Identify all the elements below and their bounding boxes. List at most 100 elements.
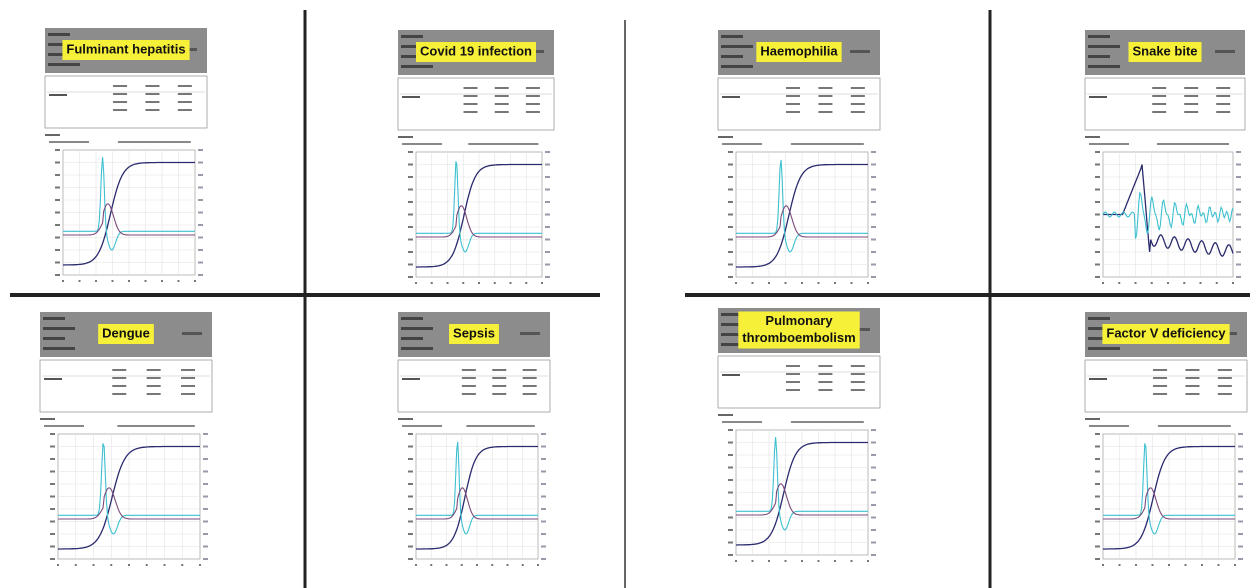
table-text bbox=[112, 385, 127, 387]
table-text bbox=[402, 378, 420, 380]
axis-tick-text bbox=[1095, 433, 1100, 435]
table-text bbox=[1216, 103, 1231, 105]
table-text bbox=[850, 365, 865, 367]
table-text bbox=[850, 87, 865, 89]
chart-caption bbox=[466, 425, 535, 427]
axis-tick-text bbox=[871, 479, 876, 481]
axis-tick-text bbox=[850, 282, 853, 284]
header-text bbox=[48, 63, 80, 66]
axis-tick-text bbox=[50, 545, 55, 548]
axis-tick-text bbox=[1095, 213, 1100, 216]
header-text bbox=[401, 35, 423, 38]
axis-tick-text bbox=[55, 249, 60, 251]
axis-tick-text bbox=[408, 508, 413, 510]
report-panel: Factor V deficiency bbox=[1084, 312, 1248, 566]
panel-label: thromboembolism bbox=[742, 330, 855, 345]
axis-tick-text bbox=[541, 558, 546, 560]
axis-tick-text bbox=[181, 564, 184, 566]
table-text bbox=[113, 101, 128, 103]
panel-label: Factor V deficiency bbox=[1106, 325, 1226, 340]
axis-tick-text bbox=[871, 176, 876, 178]
chart-caption bbox=[468, 143, 539, 145]
table-text bbox=[112, 393, 127, 395]
axis-tick-text bbox=[728, 479, 733, 481]
derivative bbox=[736, 159, 868, 253]
table-text bbox=[1217, 377, 1232, 379]
chart-caption bbox=[117, 141, 191, 143]
panel-label: Sepsis bbox=[453, 325, 495, 340]
table-text bbox=[494, 103, 509, 105]
table-text bbox=[463, 95, 478, 97]
panel-label: Pulmonary bbox=[765, 313, 833, 328]
table-text bbox=[786, 95, 801, 97]
derivative bbox=[416, 441, 538, 535]
waveform bbox=[58, 445, 200, 550]
table-text bbox=[181, 385, 196, 387]
axis-tick-text bbox=[1236, 151, 1241, 153]
table-text bbox=[461, 385, 476, 387]
axis-tick-text bbox=[128, 280, 130, 282]
table-text bbox=[818, 389, 833, 391]
table-text bbox=[786, 373, 801, 375]
axis-tick-text bbox=[198, 274, 203, 276]
table-text bbox=[525, 87, 540, 89]
table-text bbox=[1217, 385, 1232, 387]
axis-tick-text bbox=[1234, 564, 1236, 566]
axis-tick-text bbox=[1095, 176, 1100, 178]
derivative bbox=[58, 443, 200, 535]
axis-tick-text bbox=[817, 282, 820, 284]
axis-tick-text bbox=[735, 560, 737, 562]
axis-tick-text bbox=[460, 564, 463, 566]
header-text bbox=[43, 327, 75, 330]
axis-tick-text bbox=[408, 458, 413, 460]
axis-tick-text bbox=[728, 491, 733, 494]
waveform bbox=[416, 445, 538, 550]
axis-tick-text bbox=[462, 282, 465, 284]
header-text bbox=[182, 332, 202, 335]
table-text bbox=[492, 377, 507, 379]
axis-tick-text bbox=[1184, 564, 1187, 566]
table-text bbox=[1153, 369, 1168, 371]
axis-tick-text bbox=[541, 520, 546, 523]
table-text bbox=[177, 85, 192, 87]
table-text bbox=[177, 101, 192, 103]
header-text bbox=[721, 313, 743, 316]
header-text bbox=[721, 343, 753, 346]
axis-tick-text bbox=[161, 280, 163, 282]
table-text bbox=[492, 385, 507, 387]
axis-tick-text bbox=[1095, 508, 1100, 510]
axis-tick-text bbox=[50, 445, 55, 448]
panel-label: Snake bite bbox=[1132, 43, 1197, 58]
header-text bbox=[401, 347, 433, 350]
axis-tick-text bbox=[728, 251, 733, 253]
axis-tick-text bbox=[871, 201, 876, 203]
table-text bbox=[492, 393, 507, 395]
axis-tick-text bbox=[850, 560, 853, 562]
axis-tick-text bbox=[1095, 201, 1100, 203]
table-text bbox=[786, 87, 801, 89]
chart-caption bbox=[722, 421, 762, 423]
axis-tick-text bbox=[545, 176, 550, 178]
axis-tick-text bbox=[768, 282, 770, 284]
axis-tick-text bbox=[198, 149, 203, 151]
table-text bbox=[850, 95, 865, 97]
axis-tick-text bbox=[74, 564, 77, 566]
axis-tick-text bbox=[541, 495, 546, 498]
axis-tick-text bbox=[1150, 282, 1153, 284]
axis-tick-text bbox=[728, 466, 733, 469]
header-text bbox=[401, 55, 423, 58]
axis-tick-text bbox=[506, 564, 509, 566]
axis-tick-text bbox=[545, 163, 550, 166]
axis-tick-text bbox=[408, 483, 413, 485]
table-text bbox=[522, 377, 537, 379]
axis-tick-text bbox=[1183, 282, 1186, 284]
table-text bbox=[461, 393, 476, 395]
axis-tick-text bbox=[194, 280, 196, 282]
axis-tick-text bbox=[1217, 564, 1220, 566]
header-text bbox=[721, 35, 743, 38]
report-panel: Fulminant hepatitis bbox=[44, 28, 208, 282]
axis-tick-text bbox=[408, 213, 413, 216]
report-panel: Snake bite bbox=[1084, 30, 1246, 284]
table-text bbox=[1185, 385, 1200, 387]
axis-tick-text bbox=[50, 533, 55, 535]
